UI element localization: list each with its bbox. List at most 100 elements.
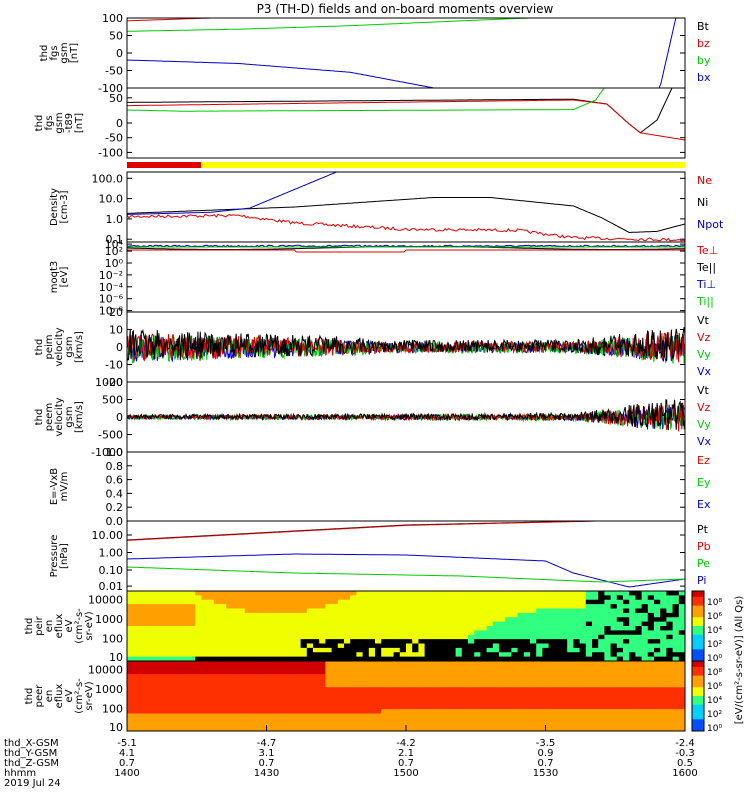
mode-bar-red bbox=[127, 162, 201, 168]
spectrogram-cell bbox=[294, 634, 301, 640]
spectrogram-cell bbox=[406, 687, 413, 693]
spectrogram-cell bbox=[251, 717, 258, 723]
spectrogram-cell bbox=[356, 687, 363, 693]
spectrogram-cell bbox=[517, 678, 525, 684]
spectrogram-cell bbox=[666, 704, 673, 710]
spectrogram-cell bbox=[517, 687, 525, 693]
y-tick-label: -1000 bbox=[91, 446, 123, 459]
spectrogram-cell bbox=[232, 682, 239, 688]
spectrogram-cell bbox=[288, 626, 295, 631]
spectrogram-cell bbox=[523, 591, 531, 596]
spectrogram-cell bbox=[331, 700, 339, 706]
spectrogram-cell bbox=[294, 717, 301, 723]
spectrogram-cell bbox=[585, 634, 593, 640]
y-axis-label: gsm bbox=[54, 112, 65, 133]
spectrogram-cell bbox=[201, 621, 208, 627]
spectrogram-cell bbox=[530, 630, 537, 636]
spectrogram-cell bbox=[350, 674, 357, 679]
spectrogram-cell bbox=[331, 639, 339, 644]
spectrogram-cell bbox=[604, 617, 611, 623]
spectrogram-cell bbox=[610, 652, 618, 658]
spectrogram-cell bbox=[654, 621, 661, 627]
spectrogram-cell bbox=[542, 591, 549, 596]
spectrogram-cell bbox=[282, 595, 289, 601]
spectrogram-cell bbox=[573, 700, 580, 706]
spectrogram-cell bbox=[263, 713, 270, 719]
spectrogram-cell bbox=[406, 630, 413, 636]
spectrogram-cell bbox=[344, 669, 351, 675]
spectrogram-cell bbox=[251, 617, 258, 623]
spectrogram-cell bbox=[325, 656, 332, 662]
spectrogram-cell bbox=[468, 626, 475, 631]
spectrogram-cell bbox=[437, 639, 444, 644]
spectrogram-cell bbox=[201, 604, 208, 609]
spectrogram-cell bbox=[678, 639, 686, 644]
spectrogram-cell bbox=[282, 691, 289, 697]
spectrogram-cell bbox=[244, 713, 252, 719]
spectrogram-cell bbox=[678, 726, 686, 732]
spectrogram-cell bbox=[548, 726, 556, 732]
spectrogram-cell bbox=[133, 700, 140, 706]
spectrogram-cell bbox=[381, 626, 388, 631]
spectrogram-cell bbox=[164, 591, 171, 596]
spectrogram-cell bbox=[443, 630, 450, 636]
colorbar-segment bbox=[692, 626, 704, 630]
spectrogram-cell bbox=[424, 626, 432, 631]
spectrogram-cell bbox=[598, 591, 605, 596]
spectrogram-cell bbox=[461, 713, 469, 719]
spectrogram-cell bbox=[523, 643, 531, 649]
spectrogram-cell bbox=[567, 639, 574, 644]
spectrogram-cell bbox=[300, 612, 308, 618]
spectrogram-cell bbox=[635, 682, 642, 688]
spectrogram-cell bbox=[263, 717, 270, 723]
spectrogram-cell bbox=[368, 687, 376, 693]
spectrogram-cell bbox=[195, 643, 202, 649]
spectrogram-cell bbox=[375, 591, 382, 596]
spectrogram-cell bbox=[437, 621, 444, 627]
spectrogram-cell bbox=[598, 700, 605, 706]
spectrogram-cell bbox=[536, 630, 543, 636]
spectrogram-cell bbox=[275, 608, 283, 614]
spectrogram-cell bbox=[232, 678, 239, 684]
spectrogram-cell bbox=[213, 691, 221, 697]
spectrogram-cell bbox=[412, 604, 419, 609]
spectrogram-cell bbox=[654, 634, 661, 640]
spectrogram-cell bbox=[536, 669, 543, 675]
spectrogram-cell bbox=[151, 591, 159, 596]
spectrogram-cell bbox=[362, 630, 370, 636]
spectrogram-cell bbox=[356, 726, 363, 732]
colorbar-tick-label: 10⁰ bbox=[707, 654, 722, 664]
spectrogram-cell bbox=[313, 665, 320, 671]
spectrogram-cell bbox=[505, 617, 512, 623]
spectrogram-cell bbox=[548, 652, 556, 658]
spectrogram-cell bbox=[430, 656, 438, 662]
spectrogram-cell bbox=[127, 626, 134, 631]
spectrogram-cell bbox=[647, 656, 655, 662]
spectrogram-cell bbox=[207, 612, 215, 618]
spectrogram-cell bbox=[164, 713, 171, 719]
spectrogram-cell bbox=[474, 709, 481, 714]
spectrogram-cell bbox=[251, 700, 258, 706]
legend-entry: Pe bbox=[697, 557, 710, 570]
spectrogram-cell bbox=[282, 604, 289, 609]
spectrogram-cell bbox=[678, 674, 686, 679]
spectrogram-cell bbox=[387, 656, 394, 662]
spectrogram-cell bbox=[554, 665, 562, 671]
spectrogram-cell bbox=[486, 665, 494, 671]
spectrogram-cell bbox=[337, 726, 345, 732]
spectrogram-cell bbox=[523, 687, 531, 693]
spectrogram-cell bbox=[269, 682, 277, 688]
spectrogram-cell bbox=[182, 682, 190, 688]
spectrogram-cell bbox=[641, 665, 649, 671]
spectrogram-cell bbox=[356, 634, 363, 640]
colorbar-segment bbox=[692, 678, 704, 682]
spectrogram-cell bbox=[654, 726, 661, 732]
spectrogram-cell bbox=[635, 722, 642, 728]
spectrogram-cell bbox=[133, 669, 140, 675]
spectrogram-cell bbox=[238, 696, 246, 701]
spectrogram-cell bbox=[170, 608, 177, 614]
spectrogram-cell bbox=[238, 612, 246, 618]
spectrogram-cell bbox=[207, 656, 215, 662]
spectrogram-cell bbox=[257, 696, 264, 701]
spectrogram-cell bbox=[616, 687, 624, 693]
